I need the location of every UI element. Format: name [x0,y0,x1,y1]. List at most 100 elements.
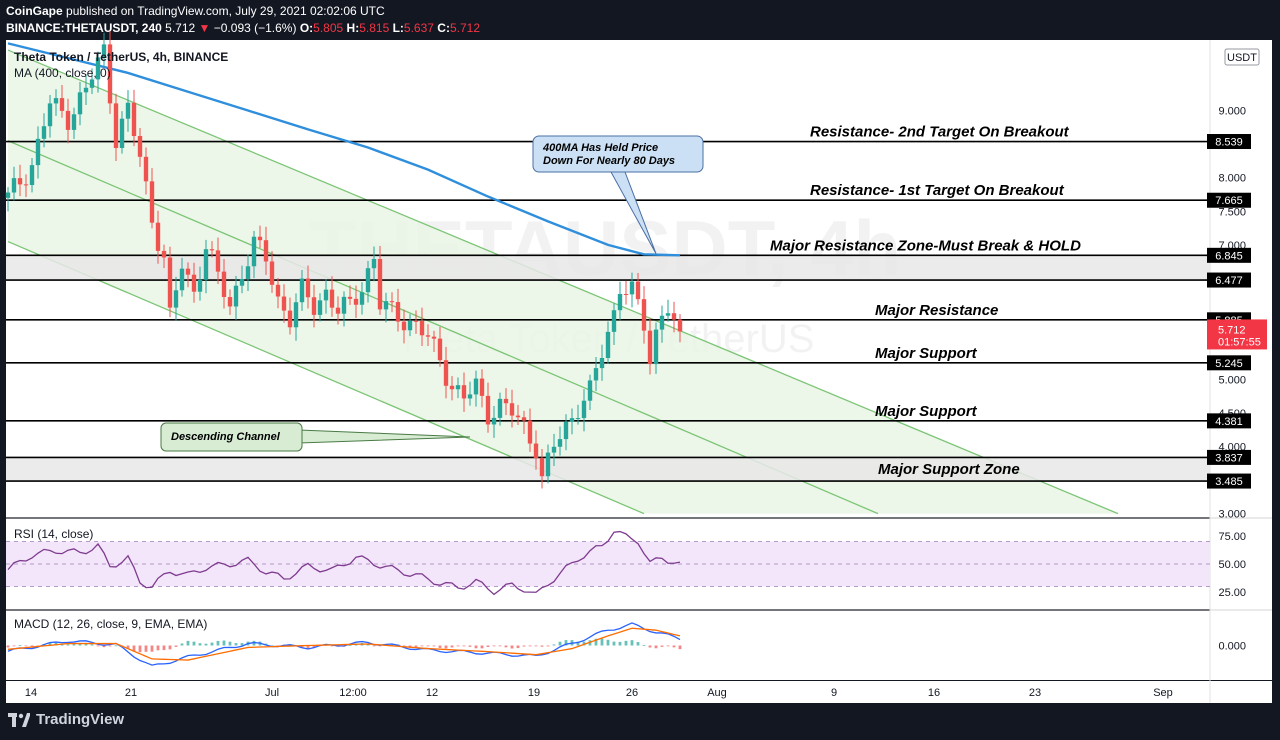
candle-body[interactable] [527,420,533,444]
candle-body[interactable] [245,266,251,279]
candle-body[interactable] [383,301,389,310]
candle-body[interactable] [65,110,71,130]
candle-body[interactable] [485,395,491,425]
tradingview-logo[interactable]: TradingView [8,711,124,728]
macd-histogram-bar[interactable] [180,643,184,646]
candle-body[interactable] [503,398,509,404]
macd-histogram-bar[interactable] [198,643,202,646]
candle-body[interactable] [23,184,29,186]
candle-body[interactable] [629,281,635,295]
macd-histogram-bar[interactable] [600,638,604,646]
macd-histogram-bar[interactable] [240,643,244,646]
macd-histogram-bar[interactable] [630,640,634,646]
macd-histogram-bar[interactable] [372,645,376,647]
candle-body[interactable] [71,114,77,130]
macd-histogram-bar[interactable] [126,645,130,649]
level-price-tag[interactable] [1207,134,1251,150]
macd-histogram-bar[interactable] [30,645,34,648]
current-price-tag[interactable] [1207,319,1267,350]
candle-body[interactable] [509,403,515,416]
macd-histogram-bar[interactable] [66,644,70,646]
candle-body[interactable] [677,319,683,332]
candle-body[interactable] [671,313,677,320]
candle-body[interactable] [353,298,359,305]
candle-body[interactable] [59,98,65,111]
candle-body[interactable] [143,156,149,182]
chart-canvas[interactable]: THETAUSDT, 4hTheta Token / TetherUS Resi… [0,0,1280,704]
macd-histogram-bar[interactable] [414,645,418,648]
macd-histogram-bar[interactable] [516,645,520,649]
candle-body[interactable] [461,385,467,399]
level-price-tag[interactable] [1207,192,1251,208]
macd-histogram-bar[interactable] [438,645,442,648]
candle-body[interactable] [347,296,353,299]
candle-body[interactable] [173,290,179,308]
macd-histogram-bar[interactable] [228,641,232,646]
candle-body[interactable] [599,357,605,369]
candle-body[interactable] [137,136,143,157]
candle-body[interactable] [185,268,191,275]
macd-histogram-bar[interactable] [138,645,142,653]
macd-histogram-bar[interactable] [594,638,598,646]
candle-body[interactable] [155,222,161,251]
candle-body[interactable] [329,289,335,308]
candle-body[interactable] [215,250,221,272]
level-price-tag[interactable] [1207,272,1251,288]
candle-body[interactable] [497,398,503,418]
macd-histogram-bar[interactable] [642,645,646,646]
candle-body[interactable] [53,98,59,104]
candle-body[interactable] [407,320,413,331]
candle-body[interactable] [233,285,239,307]
channel-line-upper[interactable] [7,49,1119,515]
macd-histogram-bar[interactable] [192,641,196,646]
macd-histogram-bar[interactable] [270,645,274,647]
macd-histogram-bar[interactable] [306,645,310,649]
candle-body[interactable] [281,296,287,311]
candle-body[interactable] [275,284,281,297]
candle-body[interactable] [11,178,17,193]
candle-body[interactable] [377,258,383,310]
macd-histogram-bar[interactable] [366,644,370,646]
macd-histogram-bar[interactable] [168,645,172,650]
macd-histogram-bar[interactable] [462,645,466,647]
candle-body[interactable] [287,310,293,328]
candle-body[interactable] [191,274,197,292]
macd-histogram-bar[interactable] [420,645,424,647]
candle-body[interactable] [371,258,377,269]
ma400-line[interactable] [7,42,681,257]
candle-body[interactable] [389,301,395,303]
candle-body[interactable] [419,321,425,336]
macd-histogram-bar[interactable] [204,643,208,646]
macd-histogram-bar[interactable] [18,645,22,647]
candle-body[interactable] [557,439,563,447]
candle-body[interactable] [647,330,653,365]
currency-button[interactable] [1224,48,1260,66]
candle-body[interactable] [593,368,599,381]
macd-histogram-bar[interactable] [210,642,214,646]
macd-histogram-bar[interactable] [450,645,454,648]
macd-histogram-bar[interactable] [576,641,580,646]
candle-body[interactable] [551,446,557,453]
candle-body[interactable] [119,118,125,149]
candle-body[interactable] [437,338,443,361]
candle-body[interactable] [317,300,323,315]
candle-body[interactable] [209,249,215,251]
candle-body[interactable] [401,321,407,331]
macd-histogram-bar[interactable] [150,645,154,652]
candle-body[interactable] [35,138,41,166]
candle-body[interactable] [473,378,479,395]
macd-histogram-bar[interactable] [186,640,190,646]
candle-body[interactable] [653,329,659,365]
candle-body[interactable] [515,415,521,418]
channel-callout-box[interactable] [160,422,303,452]
candle-body[interactable] [425,335,431,337]
macd-histogram-bar[interactable] [672,645,676,648]
rsi-line[interactable] [7,530,681,596]
macd-histogram-bar[interactable] [666,645,670,647]
macd-histogram-bar[interactable] [528,645,532,647]
candle-body[interactable] [293,302,299,328]
macd-histogram-bar[interactable] [546,645,550,647]
macd-histogram-bar[interactable] [486,645,490,647]
candle-body[interactable] [413,320,419,322]
candle-body[interactable] [179,268,185,291]
